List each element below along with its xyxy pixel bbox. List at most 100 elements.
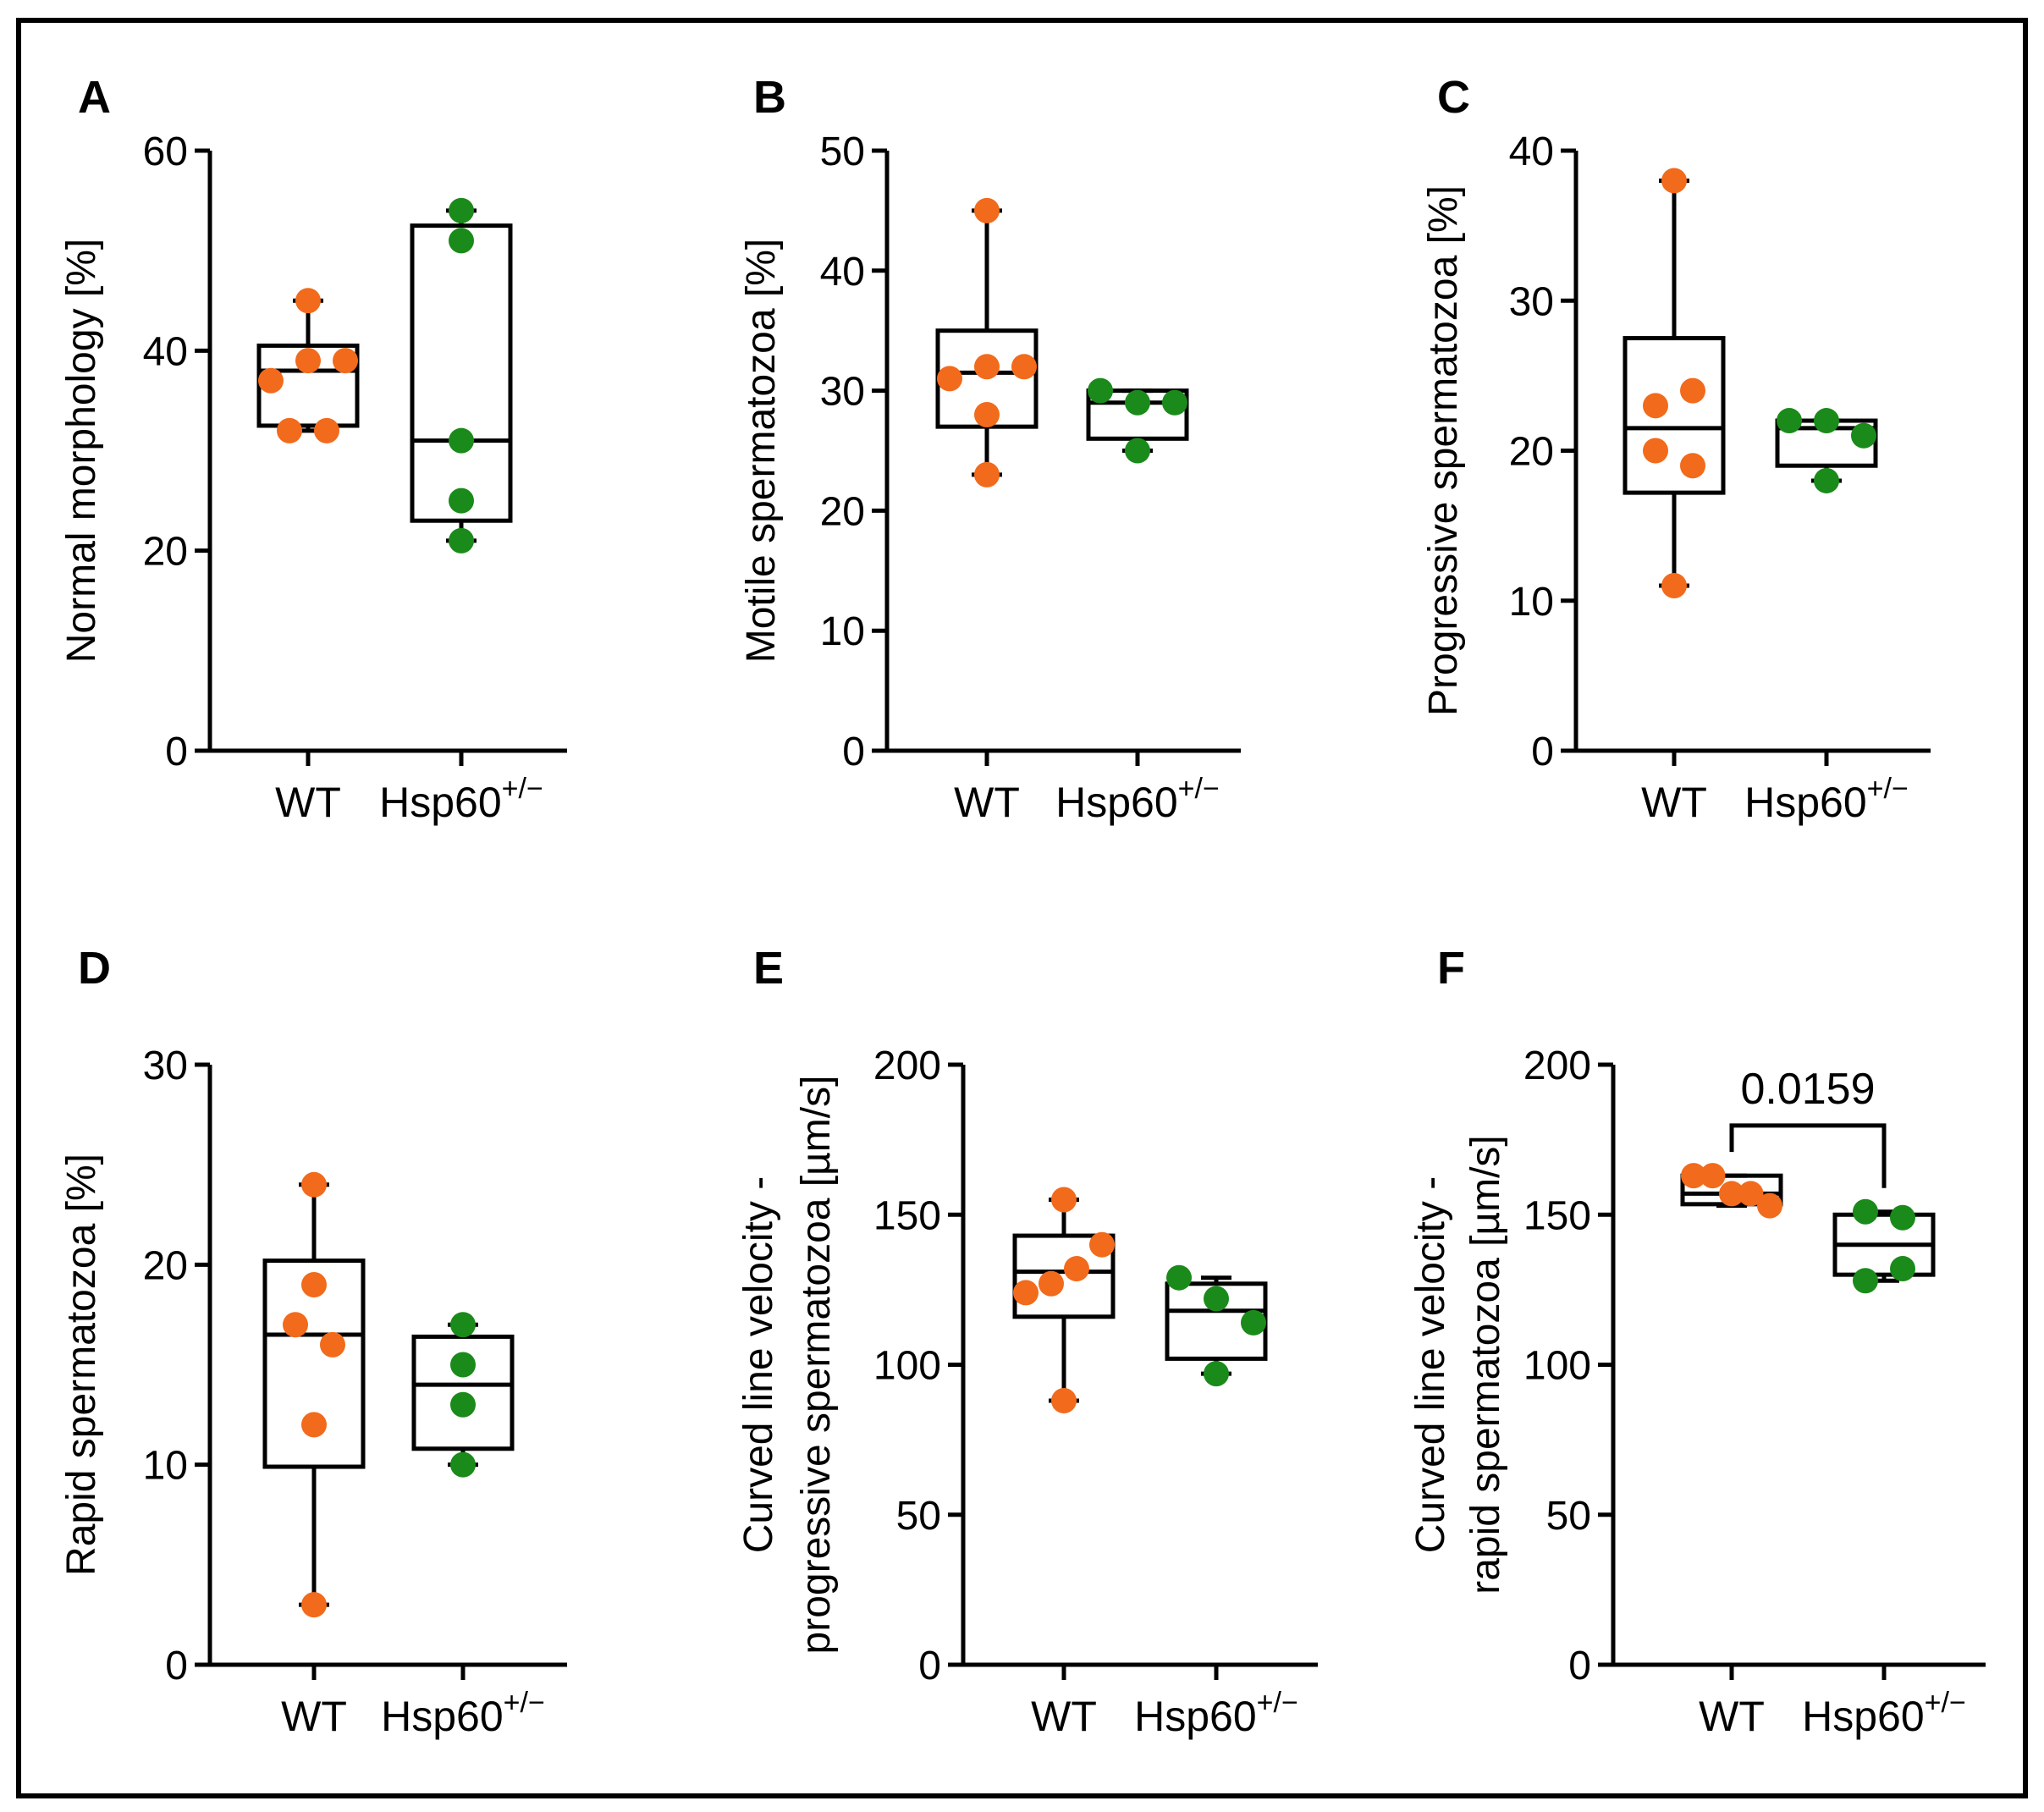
y-tick-label: 0 [1568, 1644, 1591, 1688]
y-axis-label: Curved line velocity - [1408, 1176, 1453, 1554]
panel-f: F 0 50 100 150 200 Curved line velocity - rapid… [1408, 943, 1986, 1740]
data-point [1853, 1198, 1878, 1225]
x-tick-label-text: WT [281, 1693, 347, 1740]
x-tick-label-text: Hsp60 [1744, 779, 1867, 826]
data-point [1039, 1270, 1064, 1297]
data-point [1166, 1264, 1192, 1291]
y-tick-label: 40 [1509, 129, 1554, 174]
x-tick-label-text: WT [275, 779, 341, 826]
y-tick-label: 40 [143, 329, 188, 374]
data-point [1814, 467, 1839, 493]
data-point [450, 1312, 476, 1338]
box [410, 223, 513, 523]
x-tick-label-text: WT [1031, 1693, 1097, 1740]
y-tick-label: 50 [896, 1494, 941, 1539]
figure-border [16, 18, 2028, 1798]
x-tick-label: Hsp60+/− [1802, 1687, 1966, 1740]
x-tick-label: Hsp60+/− [1055, 773, 1220, 826]
data-point [1051, 1388, 1077, 1414]
data-point [974, 197, 1000, 223]
data-point [1643, 393, 1668, 419]
data-point [449, 527, 474, 554]
y-tick-label: 30 [820, 370, 865, 415]
y-tick-label: 20 [820, 489, 865, 534]
data-point [1125, 389, 1150, 416]
data-point [1814, 408, 1839, 434]
panel-letter: B [753, 72, 786, 123]
data-point [258, 367, 284, 394]
x-tick-label-superscript: +/− [1867, 773, 1909, 805]
data-point [320, 1331, 345, 1358]
data-point [1204, 1286, 1229, 1312]
x-tick-label: WT [275, 779, 341, 826]
x-tick-label: Hsp60+/− [1134, 1687, 1298, 1740]
x-tick-label: WT [1641, 779, 1707, 826]
data-point [1700, 1163, 1726, 1189]
y-tick-label: 50 [820, 129, 865, 174]
data-point [1661, 168, 1687, 194]
significance-label: 0.0159 [1740, 1065, 1875, 1114]
data-point [449, 427, 474, 454]
y-tick-label: 10 [820, 609, 865, 654]
data-point [277, 417, 302, 443]
y-tick-label: 20 [143, 1243, 188, 1288]
data-point [1125, 438, 1150, 464]
x-tick-label-superscript: +/− [1925, 1687, 1966, 1719]
y-tick-label: 40 [820, 250, 865, 295]
y-tick-label: 0 [918, 1644, 941, 1688]
x-tick-label-superscript: +/− [1178, 773, 1220, 805]
data-point [301, 1592, 327, 1618]
y-tick-label: 10 [143, 1444, 188, 1489]
data-point [974, 461, 1000, 487]
data-point [1089, 1231, 1115, 1258]
data-point [450, 1451, 476, 1478]
data-point [1738, 1181, 1764, 1207]
panel-letter: A [78, 72, 111, 123]
y-axis-label: Progressive spermatozoa [%] [1421, 185, 1466, 716]
data-point [301, 1171, 327, 1198]
x-tick-label: Hsp60+/− [381, 1687, 545, 1740]
y-tick-label: 30 [143, 1044, 188, 1088]
panel-e: E 0 50 100 150 200 Curved line velocity - progr… [736, 943, 1318, 1740]
y-tick-label: 60 [143, 129, 188, 174]
y-axis-label: Rapid spermatozoa [%] [59, 1154, 104, 1576]
data-point [1011, 354, 1037, 380]
x-tick-label: WT [281, 1693, 347, 1740]
data-point [937, 366, 962, 392]
data-point [449, 228, 474, 254]
data-point [1851, 422, 1876, 449]
y-tick-label: 200 [873, 1044, 941, 1088]
y-tick-label: 10 [1509, 580, 1554, 625]
y-tick-label: 20 [1509, 430, 1554, 475]
y-axis-label: Motile spermatozoa [%] [739, 239, 784, 664]
y-tick-label: 200 [1523, 1044, 1591, 1088]
y-tick-label: 100 [873, 1344, 941, 1389]
data-point [1162, 389, 1187, 416]
y-tick-label: 0 [165, 1644, 188, 1688]
x-tick-label-superscript: +/− [504, 1687, 545, 1719]
data-point [314, 417, 339, 443]
data-point [1719, 1181, 1744, 1207]
x-tick-label-text: Hsp60 [1134, 1693, 1257, 1740]
x-tick-label-text: WT [1699, 1693, 1765, 1740]
panel-a: A 0 20 40 60 Normal morphology [%] WT Hsp60+/− [59, 72, 567, 826]
x-tick-label: WT [1699, 1693, 1765, 1740]
data-point [295, 348, 321, 374]
x-tick-label-text: Hsp60 [379, 779, 502, 826]
data-point [1661, 573, 1687, 599]
y-axis-label-line2: progressive spermatozoa [µm/s] [794, 1076, 839, 1655]
panel-letter: D [78, 943, 111, 994]
data-point [1680, 453, 1705, 479]
x-tick-label-superscript: +/− [502, 773, 543, 805]
data-point [1890, 1204, 1915, 1231]
y-axis-label: Normal morphology [%] [59, 239, 104, 664]
data-point [974, 354, 1000, 380]
y-tick-label: 0 [1531, 730, 1554, 774]
data-point [1241, 1309, 1266, 1336]
data-point [1681, 1163, 1706, 1189]
panel-letter: C [1437, 72, 1470, 123]
data-point [1680, 377, 1705, 404]
y-axis-label-line2: rapid spermatozoa [µm/s] [1463, 1135, 1508, 1594]
y-tick-label: 0 [842, 730, 865, 774]
